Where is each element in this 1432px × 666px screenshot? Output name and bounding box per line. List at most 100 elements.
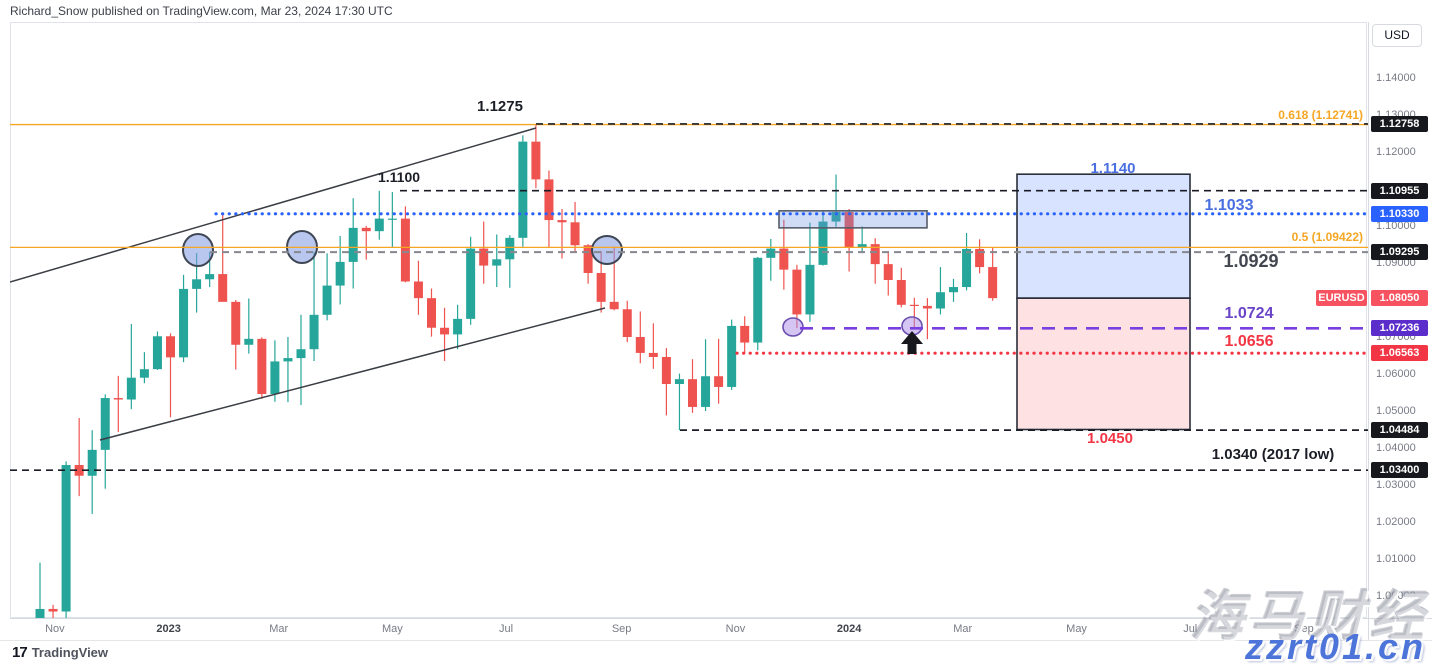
candle [413,260,423,315]
price-tick-label: 1.00000 [1376,589,1416,602]
candle [688,359,697,413]
price-tick-label: 1.12000 [1376,145,1416,158]
candle [857,226,867,252]
price-tick-label: 1.14000 [1376,71,1416,84]
price-annotation: 1.1140 [1090,160,1136,177]
candle [792,264,802,329]
time-tick-label: Mar [269,623,289,635]
candle [152,331,162,370]
price-badge-1.07236: 1.07236 [1371,320,1428,337]
candle [531,123,541,189]
consolidation-zone [778,210,928,229]
price-badge-1.06563: 1.06563 [1371,345,1428,362]
candle [674,373,684,431]
price-badge-1.12758: 1.12758 [1371,115,1428,132]
price-axis-separator [1368,22,1369,640]
symbol-price-label: EURUSD [1316,290,1367,307]
price-tick-label: 1.05000 [1376,404,1416,417]
time-tick-label: 2024 [836,623,862,635]
candle [179,274,189,363]
candle [218,213,228,302]
candle [701,339,711,411]
price-badge-1.04484: 1.04484 [1371,422,1428,439]
candle [126,324,136,410]
candle [87,430,97,514]
downside-risk-zone [1016,297,1191,431]
candle [139,352,149,384]
upside-target-zone [1016,173,1191,299]
candle [48,604,58,618]
time-tick-label: Mar [953,623,973,635]
candle [570,201,580,253]
price-tick-label: 1.01000 [1376,552,1416,565]
candle [453,304,463,350]
candle [975,239,985,274]
candle [544,170,554,248]
candle [831,174,841,227]
price-badge-1.03400: 1.03400 [1371,462,1428,479]
candle [935,267,945,315]
price-badge-1.08050: 1.08050 [1371,290,1428,307]
candle [922,298,932,340]
time-tick-label: Jul [498,623,514,635]
price-annotation: 1.1100 [377,169,421,185]
candle [714,338,724,404]
price-annotation: 1.0340 (2017 low) [1211,446,1335,463]
price-annotation: 1.1275 [477,98,523,115]
price-badge-1.10330: 1.10330 [1371,205,1428,222]
candle [113,375,123,433]
price-annotation: 1.0450 [1087,430,1133,447]
time-tick-label: May [1066,623,1087,635]
channel-upper-trendline [10,127,537,283]
time-tick-label: May [381,623,403,635]
candle [74,418,84,497]
candle [440,307,450,362]
time-tick-label: 2023 [156,623,181,635]
tradingview-logo-icon: 17 [12,644,28,661]
candle [505,235,515,288]
candle [779,219,789,290]
resistance-test-3-ellipse [591,235,623,265]
candle [374,190,384,240]
watermark-text: 海马财经 [1190,587,1430,647]
candle [818,211,828,266]
channel-lower-trendline [99,307,606,441]
price-tick-label: 1.03000 [1376,478,1416,491]
candle [166,333,175,418]
price-tick-label: 1.02000 [1376,515,1416,528]
candle [427,288,436,337]
price-annotation: 1.0929 [1223,251,1279,271]
tradingview-brand-label: TradingView [31,645,109,660]
candle [740,316,750,354]
candle [635,311,645,364]
candle [753,257,763,351]
price-annotation: 1.0656 [1224,333,1274,350]
candle [727,319,737,390]
time-axis-separator [10,618,1432,619]
candle [309,251,319,362]
footer-separator [0,640,1432,641]
price-tick-label: 1.04000 [1376,441,1416,454]
candle [661,348,671,416]
tradingview-footer[interactable]: 17 TradingView [12,644,108,661]
candle [335,235,345,305]
candle [100,394,110,489]
publish-header: Richard_Snow published on TradingView.co… [10,4,393,18]
candle [988,247,998,301]
candle [231,300,241,370]
price-tick-label: 1.10000 [1376,219,1416,232]
candle [557,208,567,259]
candle [35,562,45,618]
candle [949,278,958,302]
time-tick-label: Nov [45,623,65,635]
currency-toggle-button[interactable]: USD [1372,24,1422,47]
bounce-arrow [901,331,923,354]
resistance-test-1-ellipse [182,233,214,267]
candle [648,323,658,369]
candle [583,244,593,284]
candle [244,298,254,354]
candle [296,314,306,406]
candle [844,208,854,272]
